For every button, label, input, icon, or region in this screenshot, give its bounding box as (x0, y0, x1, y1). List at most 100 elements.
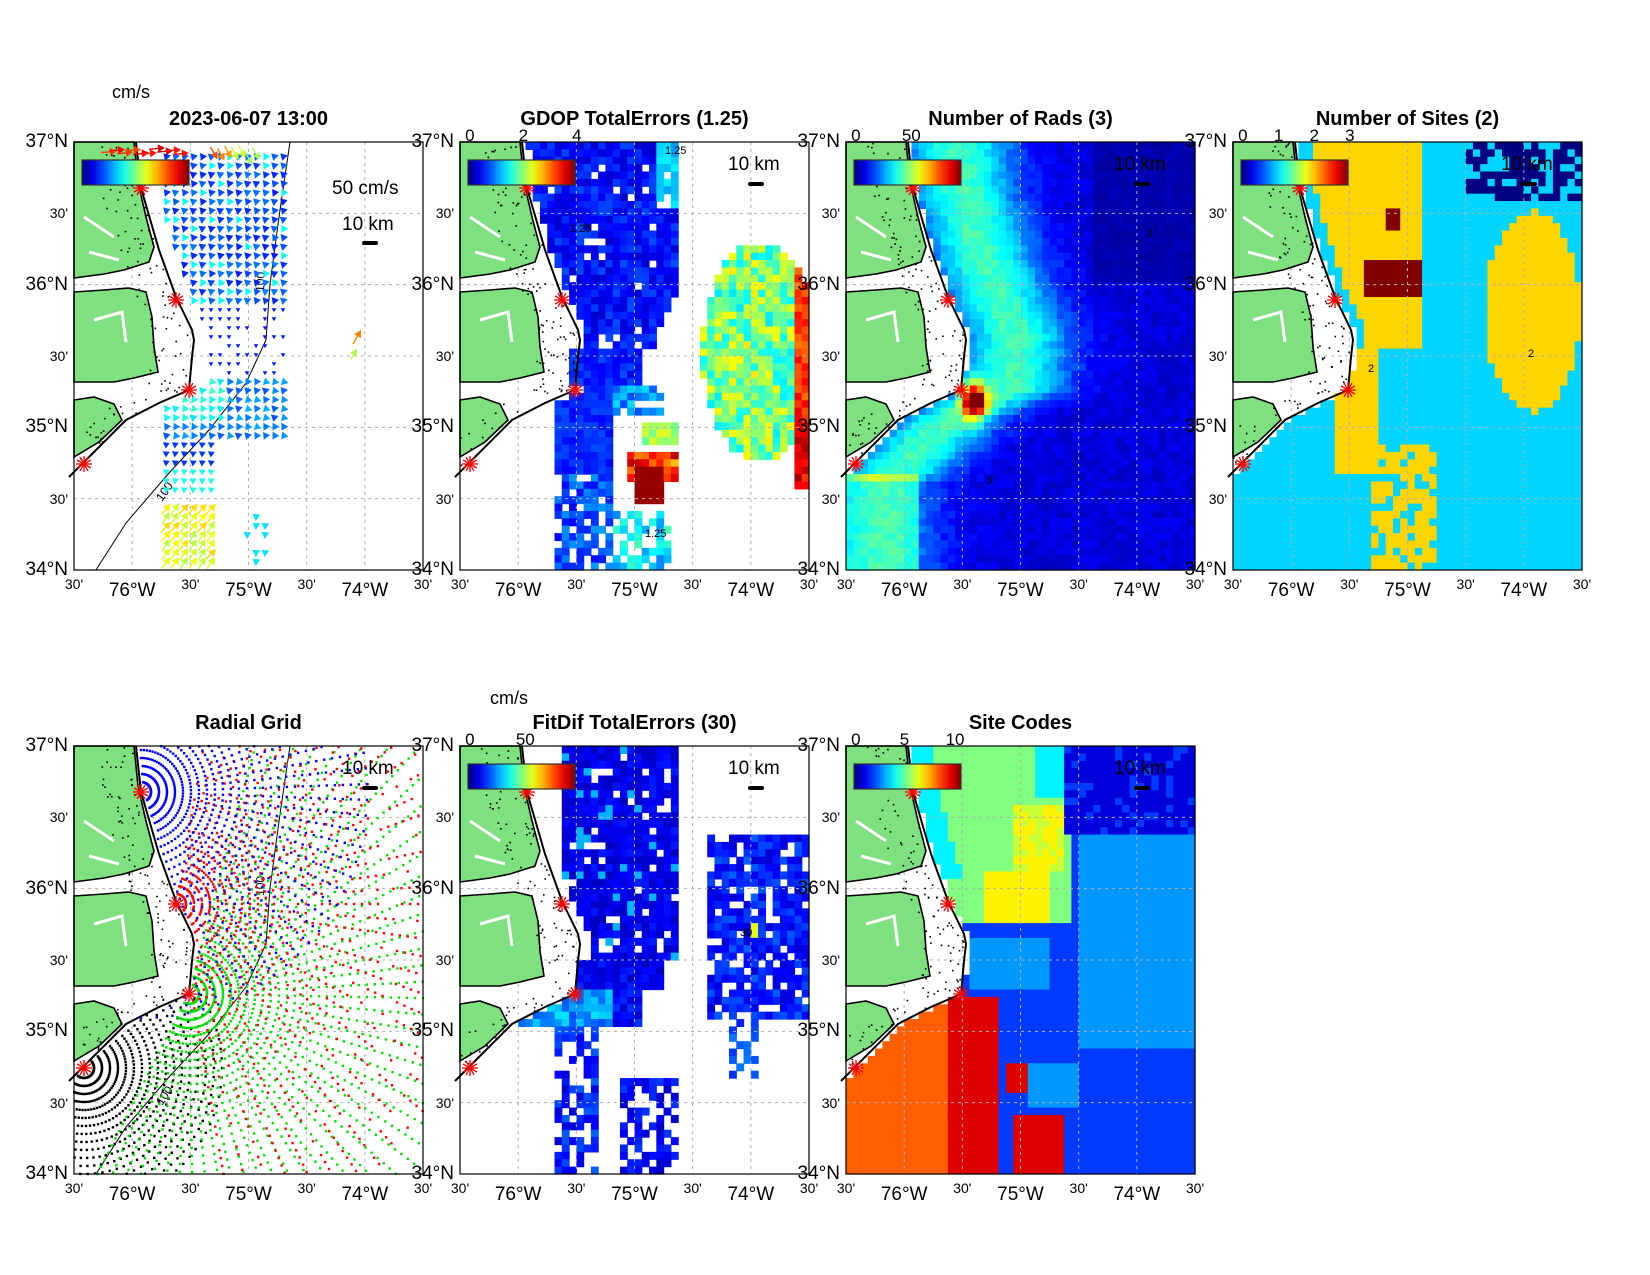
data-cell (1443, 296, 1452, 305)
data-cell (569, 193, 577, 202)
data-cell (670, 149, 679, 158)
data-cell (649, 230, 657, 239)
data-cell (583, 142, 592, 150)
vector-scale-label: 50 cm/s (332, 178, 399, 199)
data-cell (707, 385, 716, 394)
data-cell (1187, 518, 1196, 527)
data-cell (750, 252, 759, 261)
data-cell (1122, 319, 1131, 328)
data-cell (1516, 186, 1525, 195)
data-cell (1071, 178, 1080, 187)
data-cell (1005, 333, 1014, 342)
data-cell (940, 237, 949, 246)
data-cell (641, 215, 650, 224)
data-cell (743, 333, 752, 342)
current-vector (199, 503, 207, 512)
data-cell (1122, 510, 1131, 519)
data-cell (1523, 223, 1532, 232)
data-cell (1005, 252, 1014, 261)
current-vector (208, 234, 217, 242)
data-cell (1158, 215, 1167, 224)
data-cell (1013, 282, 1022, 291)
data-cell (1056, 525, 1065, 534)
data-cell (1472, 156, 1481, 165)
data-cell (1056, 451, 1065, 460)
data-cell (1035, 215, 1043, 224)
data-cell (1107, 385, 1116, 394)
data-cell (1567, 164, 1576, 173)
data-cell (1107, 356, 1116, 364)
data-cell (1502, 282, 1510, 291)
data-cell (1349, 237, 1358, 246)
data-cell (590, 503, 599, 512)
data-cell (605, 274, 614, 283)
data-cell (1349, 201, 1358, 210)
data-cell (1342, 208, 1350, 217)
data-cell (1165, 474, 1174, 483)
data-cell (1013, 370, 1022, 379)
data-cell (1392, 156, 1401, 165)
data-cell (1136, 481, 1145, 490)
data-cell (699, 356, 708, 364)
data-cell (1407, 156, 1416, 165)
data-cell (1151, 296, 1160, 305)
data-cell (1042, 540, 1051, 549)
latitude-tick-label: 30' (821, 490, 840, 507)
colorbar-tick-label: 2 (518, 126, 529, 145)
data-cell (627, 237, 636, 246)
data-cell (1042, 223, 1051, 232)
data-cell (1334, 267, 1343, 276)
data-cell (1320, 215, 1329, 224)
data-cell (1122, 252, 1131, 261)
data-cell (736, 326, 745, 335)
data-cell (940, 245, 949, 254)
data-cell (1071, 474, 1080, 483)
data-cell (1122, 193, 1131, 202)
data-cell (911, 525, 920, 534)
data-cell (1064, 429, 1072, 438)
data-cell (984, 400, 993, 409)
data-cell (583, 496, 592, 505)
data-cell (598, 304, 607, 313)
data-cell (1020, 496, 1029, 505)
data-cell (1129, 370, 1138, 379)
data-cell (1129, 378, 1138, 387)
data-cell (984, 149, 993, 158)
contour-label: 1.25 (665, 145, 686, 157)
current-vector (163, 189, 172, 197)
data-cell (1129, 488, 1138, 497)
data-cell (1458, 267, 1467, 276)
data-cell (1560, 333, 1569, 342)
data-cell (1035, 260, 1043, 269)
data-cell (1165, 510, 1174, 519)
data-cell (1165, 171, 1174, 180)
data-cell (1165, 555, 1174, 564)
data-cell (794, 304, 803, 313)
data-cell (933, 245, 942, 254)
data-cell (1013, 201, 1022, 210)
data-cell (1100, 407, 1109, 416)
data-cell (1027, 370, 1036, 379)
data-cell (1180, 525, 1189, 534)
data-cell (1180, 149, 1189, 158)
data-cell (1552, 245, 1561, 254)
data-cell (1071, 503, 1080, 512)
data-cell (561, 245, 570, 254)
data-cell (933, 400, 942, 409)
current-vector (208, 549, 216, 557)
data-cell (1312, 201, 1321, 210)
data-cell (772, 333, 781, 342)
data-cell (590, 540, 599, 549)
current-vector (262, 326, 268, 331)
data-cell (1538, 230, 1547, 239)
data-cell (1494, 245, 1503, 254)
data-cell (1531, 156, 1539, 165)
data-cell (1165, 164, 1174, 173)
data-cell (1538, 296, 1547, 305)
data-cell (882, 518, 891, 527)
data-cell (1180, 208, 1189, 217)
data-cell (576, 415, 585, 424)
data-cell (1400, 208, 1409, 217)
current-vector (208, 269, 217, 278)
data-cell (882, 540, 891, 549)
